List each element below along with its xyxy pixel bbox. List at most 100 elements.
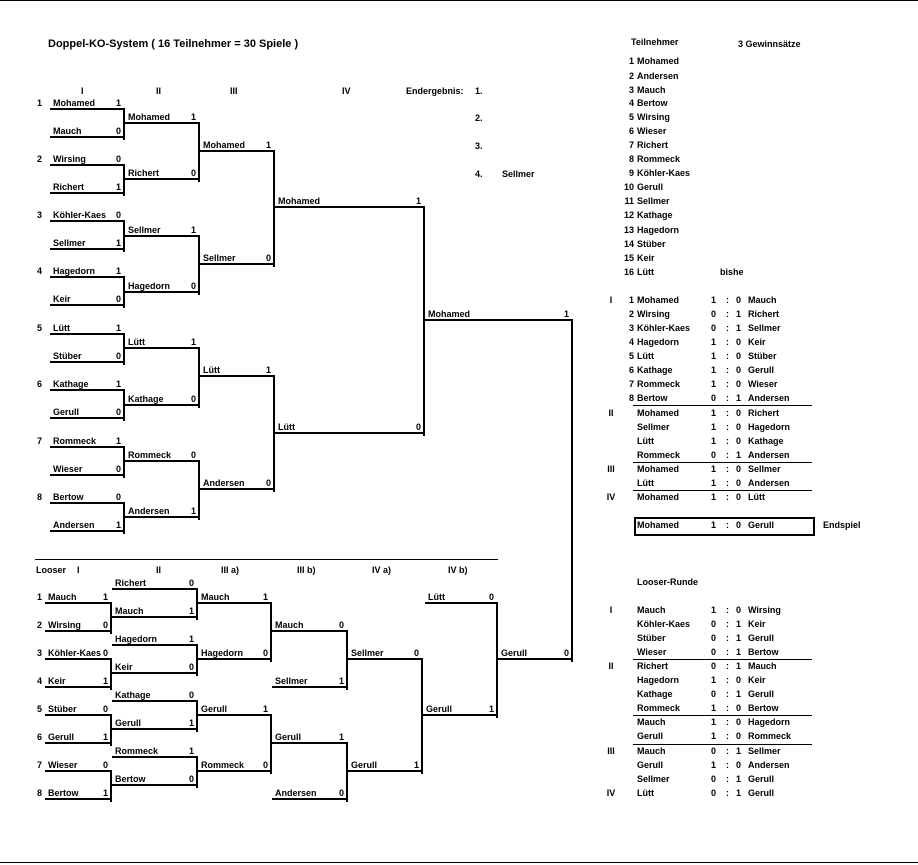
bracket-entry[interactable]: Andersen 1 bbox=[125, 504, 200, 518]
result-player-1: Bertow bbox=[637, 393, 668, 403]
bracket-entry[interactable]: Mohamed 1 bbox=[425, 307, 573, 321]
bracket-entry[interactable]: Lütt 1 bbox=[200, 363, 275, 377]
bracket-entry[interactable]: Richert 0 bbox=[112, 576, 198, 590]
bracket-entry[interactable]: Mauch 1 bbox=[198, 590, 272, 604]
bracket-entry[interactable]: Wirsing 0 bbox=[50, 152, 125, 166]
bracket-entry[interactable]: Andersen 0 bbox=[200, 476, 275, 490]
participant-name: Sellmer bbox=[637, 196, 670, 206]
result-match-number: 4 bbox=[628, 337, 634, 347]
bracket-entry[interactable]: Lütt 1 bbox=[50, 321, 125, 335]
bracket-entry[interactable]: Sellmer 0 bbox=[200, 251, 275, 265]
bracket-entry[interactable]: Gerull 0 bbox=[50, 405, 125, 419]
bracket-entry[interactable]: Gerull 1 bbox=[348, 758, 423, 772]
bracket-entry[interactable]: Gerull 1 bbox=[112, 716, 198, 730]
bracket-entry[interactable]: Sellmer 0 bbox=[348, 646, 423, 660]
result-player-1: Rommeck bbox=[637, 450, 681, 460]
bracket-entry[interactable]: Rommeck 0 bbox=[198, 758, 272, 772]
result-player-1: Sellmer bbox=[637, 422, 670, 432]
bracket-entry[interactable]: Gerull 1 bbox=[198, 702, 272, 716]
result-match-number: 3 bbox=[628, 323, 634, 333]
bracket-entry[interactable]: Kathage 0 bbox=[125, 392, 200, 406]
result-match-number: 5 bbox=[628, 351, 634, 361]
result-score-2: 0 bbox=[736, 337, 742, 347]
bracket-entry[interactable]: Wirsing 0 bbox=[45, 618, 112, 632]
bracket-entry[interactable]: Rommeck 0 bbox=[125, 448, 200, 462]
bracket-divider bbox=[35, 559, 498, 560]
bracket-entry[interactable]: Bertow 0 bbox=[112, 772, 198, 786]
participant-number: 15 bbox=[623, 253, 634, 263]
bracket-entry[interactable]: Keir 1 bbox=[45, 674, 112, 688]
bracket-entry[interactable]: Lütt 0 bbox=[425, 590, 498, 604]
bracket-entry[interactable]: Wieser 0 bbox=[45, 758, 112, 772]
seed-number: 6 bbox=[37, 379, 43, 389]
bracket-entry[interactable]: Sellmer 1 bbox=[272, 674, 348, 688]
bracket-entry[interactable]: Hagedorn 1 bbox=[112, 632, 198, 646]
bracket-entry[interactable]: Mohamed 1 bbox=[125, 110, 200, 124]
result-player-1: Gerull bbox=[637, 731, 664, 741]
result-player-2: Andersen bbox=[748, 393, 790, 403]
bracket-entry[interactable]: Kathage 1 bbox=[50, 377, 125, 391]
bracket-entry[interactable]: Kathage 0 bbox=[112, 688, 198, 702]
bracket-entry[interactable]: Mohamed 1 bbox=[200, 138, 275, 152]
result-score-2: 0 bbox=[736, 422, 742, 432]
winning-sets: 3 Gewinnsätze bbox=[738, 39, 801, 49]
bracket-connector bbox=[123, 166, 125, 196]
bracket-entry[interactable]: Hagedorn 0 bbox=[125, 279, 200, 293]
bracket-entry[interactable]: Sellmer 1 bbox=[50, 236, 125, 250]
result-separator: : bbox=[726, 436, 729, 446]
bracket-entry[interactable]: Köhler-Kaes 0 bbox=[45, 646, 112, 660]
player-score: 1 bbox=[115, 266, 121, 276]
participant-number: 14 bbox=[623, 239, 634, 249]
player-name: Wirsing bbox=[53, 154, 86, 164]
final-player-1: Mohamed bbox=[637, 520, 680, 530]
player-name: Gerull bbox=[201, 704, 228, 714]
player-name: Mohamed bbox=[428, 309, 471, 319]
bracket-entry[interactable]: Mohamed 1 bbox=[50, 96, 125, 110]
bracket-entry[interactable]: Bertow 1 bbox=[45, 786, 112, 800]
bracket-entry[interactable]: Mauch 1 bbox=[45, 590, 112, 604]
bracket-entry[interactable]: Lütt 1 bbox=[125, 335, 200, 349]
bracket-entry[interactable]: Bertow 0 bbox=[50, 490, 125, 504]
page-border-bottom bbox=[0, 862, 918, 863]
seed-number: 7 bbox=[37, 436, 43, 446]
result-round: IV bbox=[606, 788, 616, 798]
bracket-entry[interactable]: Mauch 1 bbox=[112, 604, 198, 618]
bracket-entry[interactable]: Andersen 1 bbox=[50, 518, 125, 532]
result-player-2: Hagedorn bbox=[748, 422, 791, 432]
player-score: 1 bbox=[190, 506, 196, 516]
bracket-entry[interactable]: Mauch 0 bbox=[50, 124, 125, 138]
bracket-entry[interactable]: Stüber 0 bbox=[45, 702, 112, 716]
bracket-entry[interactable]: Gerull 0 bbox=[498, 646, 573, 660]
bracket-entry[interactable]: Mohamed 1 bbox=[275, 194, 425, 208]
bracket-entry[interactable]: Keir 0 bbox=[50, 292, 125, 306]
bracket-entry[interactable]: Sellmer 1 bbox=[125, 223, 200, 237]
result-score-2: 1 bbox=[736, 323, 742, 333]
bracket-entry[interactable]: Stüber 0 bbox=[50, 349, 125, 363]
bracket-entry[interactable]: Andersen 0 bbox=[272, 786, 348, 800]
player-score: 1 bbox=[413, 760, 419, 770]
player-score: 0 bbox=[188, 774, 194, 784]
player-name: Mohamed bbox=[53, 98, 96, 108]
participant-number: 4 bbox=[628, 98, 634, 108]
bracket-entry[interactable]: Rommeck 1 bbox=[50, 434, 125, 448]
bracket-entry[interactable]: Köhler-Kaes 0 bbox=[50, 208, 125, 222]
result-player-1: Lütt bbox=[637, 478, 654, 488]
player-name: Köhler-Kaes bbox=[48, 648, 102, 658]
seed-number: 4 bbox=[37, 266, 43, 276]
bracket-entry[interactable]: Hagedorn 1 bbox=[50, 264, 125, 278]
bracket-entry[interactable]: Keir 0 bbox=[112, 660, 198, 674]
bracket-entry[interactable]: Gerull 1 bbox=[423, 702, 498, 716]
bracket-entry[interactable]: Richert 1 bbox=[50, 180, 125, 194]
bracket-entry[interactable]: Hagedorn 0 bbox=[198, 646, 272, 660]
participant-name: Andersen bbox=[637, 71, 679, 81]
bracket-connector bbox=[123, 448, 125, 478]
result-separator: : bbox=[726, 323, 729, 333]
bracket-entry[interactable]: Richert 0 bbox=[125, 166, 200, 180]
bracket-entry[interactable]: Rommeck 1 bbox=[112, 744, 198, 758]
bracket-entry[interactable]: Wieser 0 bbox=[50, 462, 125, 476]
bracket-entry[interactable]: Gerull 1 bbox=[45, 730, 112, 744]
result-player-2: Lütt bbox=[748, 492, 765, 502]
bracket-entry[interactable]: Mauch 0 bbox=[272, 618, 348, 632]
bracket-entry[interactable]: Gerull 1 bbox=[272, 730, 348, 744]
bracket-entry[interactable]: Lütt 0 bbox=[275, 420, 425, 434]
